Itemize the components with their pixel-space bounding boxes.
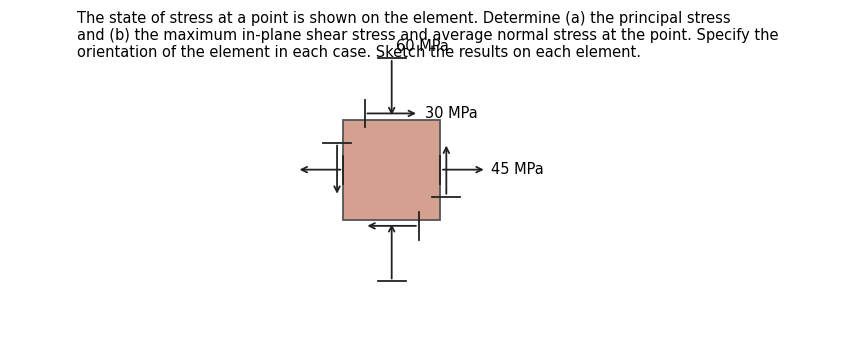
Text: 60 MPa: 60 MPa <box>396 39 448 54</box>
Bar <box>343 120 440 220</box>
Text: 45 MPa: 45 MPa <box>492 162 544 177</box>
Text: The state of stress at a point is shown on the element. Determine (a) the princi: The state of stress at a point is shown … <box>77 11 778 60</box>
Text: 30 MPa: 30 MPa <box>425 106 478 121</box>
